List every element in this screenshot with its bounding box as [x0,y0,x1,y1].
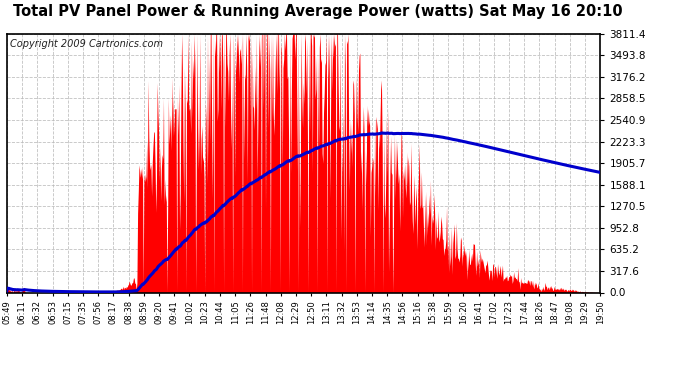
Text: Copyright 2009 Cartronics.com: Copyright 2009 Cartronics.com [10,39,163,49]
Text: Total PV Panel Power & Running Average Power (watts) Sat May 16 20:10: Total PV Panel Power & Running Average P… [12,4,622,19]
